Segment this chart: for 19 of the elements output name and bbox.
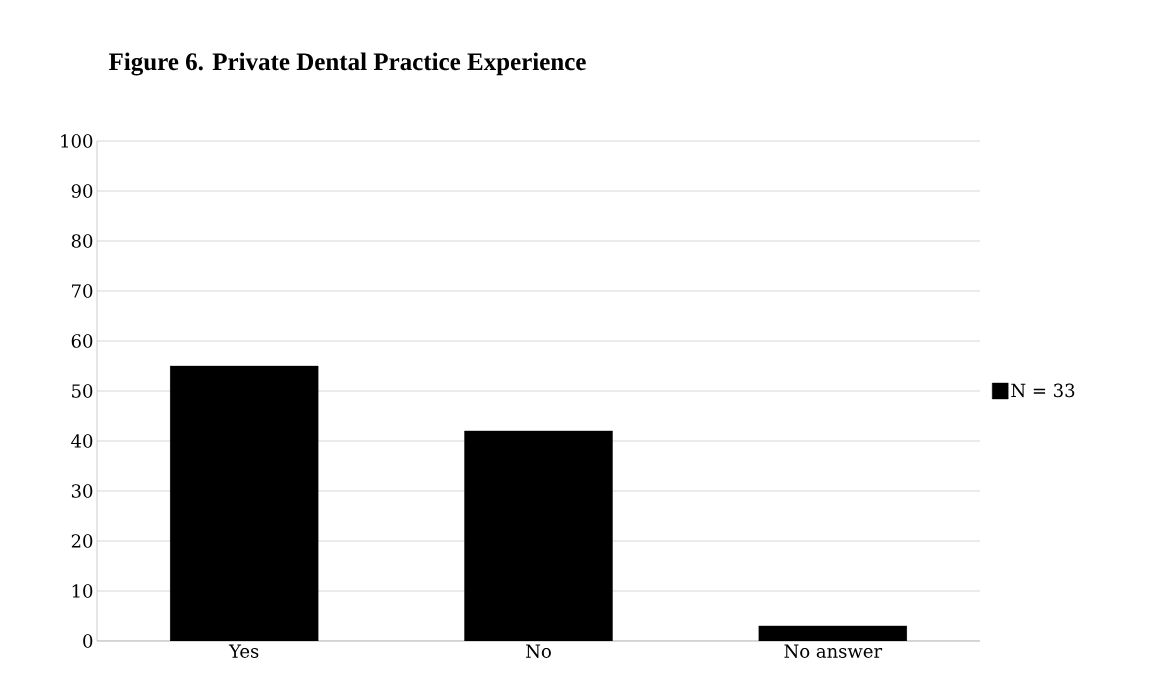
x-tick-label: No [526,644,551,658]
y-tick-label: 0 [83,634,93,648]
x-tick-label: Yes [228,644,259,658]
y-tick-label: 50 [72,384,93,398]
y-tick-label: 40 [71,434,93,448]
y-tick-label: 80 [71,234,93,248]
y-tick-label: 90 [71,184,93,198]
chart-title: Figure 6. Private Dental Practice Experience [108,52,586,76]
y-tick-label: 30 [71,484,93,498]
y-tick-label: 60 [71,334,93,348]
x-tick-label: No answer [784,644,883,658]
bar [169,365,319,641]
bar [464,430,613,641]
y-tick-label: 100 [61,134,93,148]
legend-label: N = 33 [1011,383,1075,398]
y-tick-label: 20 [71,534,93,548]
y-tick-label: 10 [72,584,93,598]
bar [758,625,908,641]
y-tick-label: 70 [72,284,93,298]
